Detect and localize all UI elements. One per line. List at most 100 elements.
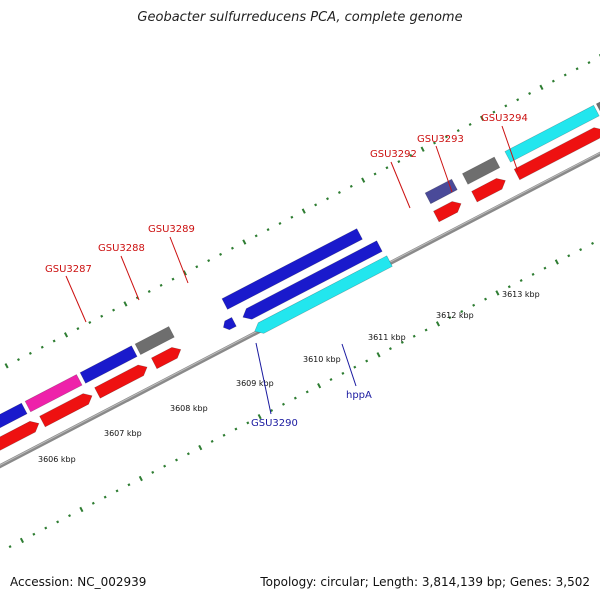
gene-block-gsu3287 <box>24 374 83 413</box>
gene-block-gray-right <box>595 101 600 112</box>
gene-block-gsu3292 <box>424 178 458 205</box>
gene-label-gsu3287: GSU3287 <box>45 264 92 275</box>
gene-label-gsu3294: GSU3294 <box>481 113 528 124</box>
gene-arrow-red <box>39 393 93 428</box>
tick-mark-upper <box>147 290 151 294</box>
gene-arrow-red <box>150 347 182 370</box>
tick-mark-lower <box>281 402 285 406</box>
tick-mark-lower <box>400 340 404 344</box>
tick-mark-lower <box>579 248 583 252</box>
genome-summary-text: Topology: circular; Length: 3,814,139 bp… <box>260 575 590 589</box>
tick-mark-lower <box>554 259 559 265</box>
tick-mark-upper <box>563 73 567 77</box>
tick-mark-lower <box>163 464 167 468</box>
tick-mark-upper <box>17 358 20 362</box>
tick-mark-lower <box>127 483 131 487</box>
tick-mark-upper <box>551 79 555 83</box>
tick-mark-upper <box>100 314 104 318</box>
tick-mark-lower <box>186 452 190 456</box>
gene-label-hppa: hppA <box>346 390 372 401</box>
tick-mark-lower <box>44 526 48 530</box>
gene-arrow-gsu3290 <box>223 316 237 331</box>
tick-mark-lower <box>222 433 226 437</box>
gene-block-gsu3294 <box>504 104 600 163</box>
tick-mark-upper <box>516 98 520 102</box>
tick-mark-lower <box>293 396 297 400</box>
tick-mark-upper <box>171 277 175 281</box>
tick-mark-upper <box>242 239 247 245</box>
tick-mark-upper <box>4 363 9 369</box>
tick-mark-lower <box>317 383 322 389</box>
tick-mark-lower <box>531 272 535 276</box>
tick-mark-upper <box>182 270 187 276</box>
gene-arrow-red <box>471 178 506 203</box>
gene-arrow-red <box>513 127 600 181</box>
tick-mark-lower <box>448 316 452 320</box>
tick-mark-upper <box>40 345 44 349</box>
tick-mark-lower <box>175 458 178 462</box>
tick-mark-upper <box>385 166 389 170</box>
tick-mark-upper <box>337 191 341 195</box>
tick-mark-lower <box>353 365 357 369</box>
gene-block-blue <box>0 402 28 429</box>
tick-mark-lower <box>484 297 488 301</box>
tick-mark-upper <box>219 252 223 256</box>
gene-label-gsu3289: GSU3289 <box>148 224 195 235</box>
tick-mark-lower <box>305 390 309 394</box>
tick-mark-upper <box>349 184 353 188</box>
label-leader-line <box>390 161 411 209</box>
gene-arrow-hppa <box>254 255 393 334</box>
tick-mark-upper <box>468 122 472 126</box>
tick-mark-lower <box>79 506 84 513</box>
tick-mark-lower <box>507 285 511 289</box>
tick-mark-lower <box>56 520 60 524</box>
tick-mark-upper <box>314 203 318 207</box>
label-leader-line <box>65 275 87 323</box>
tick-mark-lower <box>246 421 250 425</box>
tick-mark-upper <box>575 67 579 71</box>
accession-text: Accession: NC_002939 <box>10 575 147 589</box>
tick-mark-upper <box>290 215 294 219</box>
tick-mark-upper <box>230 246 234 250</box>
kbp-label: 3610 kbp <box>303 355 341 364</box>
kbp-label: 3611 kbp <box>368 333 406 342</box>
genome-title: Geobacter sulfurreducens PCA, complete g… <box>137 10 463 25</box>
tick-mark-upper <box>326 197 330 201</box>
tick-mark-lower <box>103 495 107 499</box>
tick-mark-upper <box>159 283 163 287</box>
tick-mark-upper <box>504 104 508 108</box>
label-leader-line <box>435 145 453 193</box>
gene-arrow-red <box>94 364 148 399</box>
tick-mark-lower <box>115 489 119 493</box>
tick-mark-lower <box>329 378 333 382</box>
gene-arrow-blue-rev <box>242 240 383 320</box>
label-leader-line <box>169 236 189 284</box>
tick-mark-lower <box>495 290 500 296</box>
label-leader-line <box>120 255 140 301</box>
label-leader-line <box>501 125 519 173</box>
tick-mark-upper <box>373 172 377 176</box>
tick-mark-upper <box>587 61 591 65</box>
tick-mark-upper <box>397 160 401 164</box>
tick-mark-lower <box>234 427 238 431</box>
gene-arrow-red <box>433 201 462 223</box>
label-leader-line <box>255 342 272 415</box>
tick-mark-lower <box>424 328 428 332</box>
label-leader-line <box>341 343 357 387</box>
tick-mark-upper <box>63 332 69 338</box>
tick-mark-upper <box>254 234 258 238</box>
tick-mark-lower <box>257 413 262 420</box>
tick-mark-lower <box>412 334 416 338</box>
kbp-label: 3608 kbp <box>170 404 208 413</box>
tick-mark-lower <box>32 532 36 536</box>
kbp-label: 3607 kbp <box>104 429 142 438</box>
tick-mark-lower <box>376 352 381 358</box>
tick-mark-upper <box>52 339 56 343</box>
kbp-label: 3606 kbp <box>38 455 76 464</box>
gene-label-gsu3288: GSU3288 <box>98 243 145 254</box>
tick-mark-upper <box>539 84 544 91</box>
tick-mark-upper <box>76 327 80 331</box>
tick-mark-lower <box>567 254 571 258</box>
tick-mark-upper <box>433 141 436 145</box>
gene-label-gsu3290: GSU3290 <box>251 418 298 429</box>
